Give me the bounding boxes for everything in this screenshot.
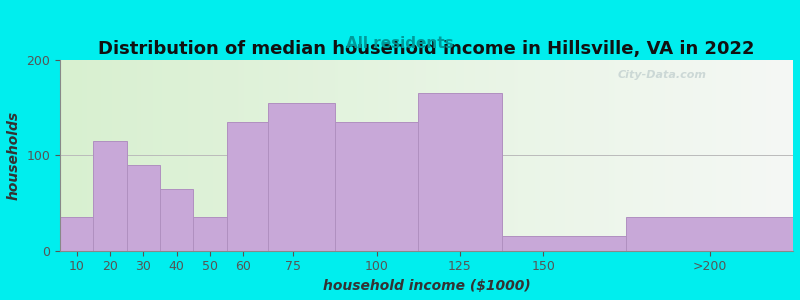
Text: All residents: All residents xyxy=(346,36,454,51)
Bar xyxy=(502,236,626,251)
Text: City-Data.com: City-Data.com xyxy=(617,70,706,80)
Bar xyxy=(94,141,126,251)
Bar xyxy=(160,189,194,251)
Bar xyxy=(226,122,268,251)
Bar xyxy=(418,93,502,251)
Bar xyxy=(194,218,226,251)
X-axis label: household income ($1000): household income ($1000) xyxy=(322,279,530,293)
Bar xyxy=(60,218,94,251)
Bar xyxy=(335,122,418,251)
Bar xyxy=(268,103,335,251)
Bar xyxy=(626,218,793,251)
Title: Distribution of median household income in Hillsville, VA in 2022: Distribution of median household income … xyxy=(98,40,755,58)
Bar xyxy=(126,165,160,251)
Y-axis label: households: households xyxy=(7,111,21,200)
